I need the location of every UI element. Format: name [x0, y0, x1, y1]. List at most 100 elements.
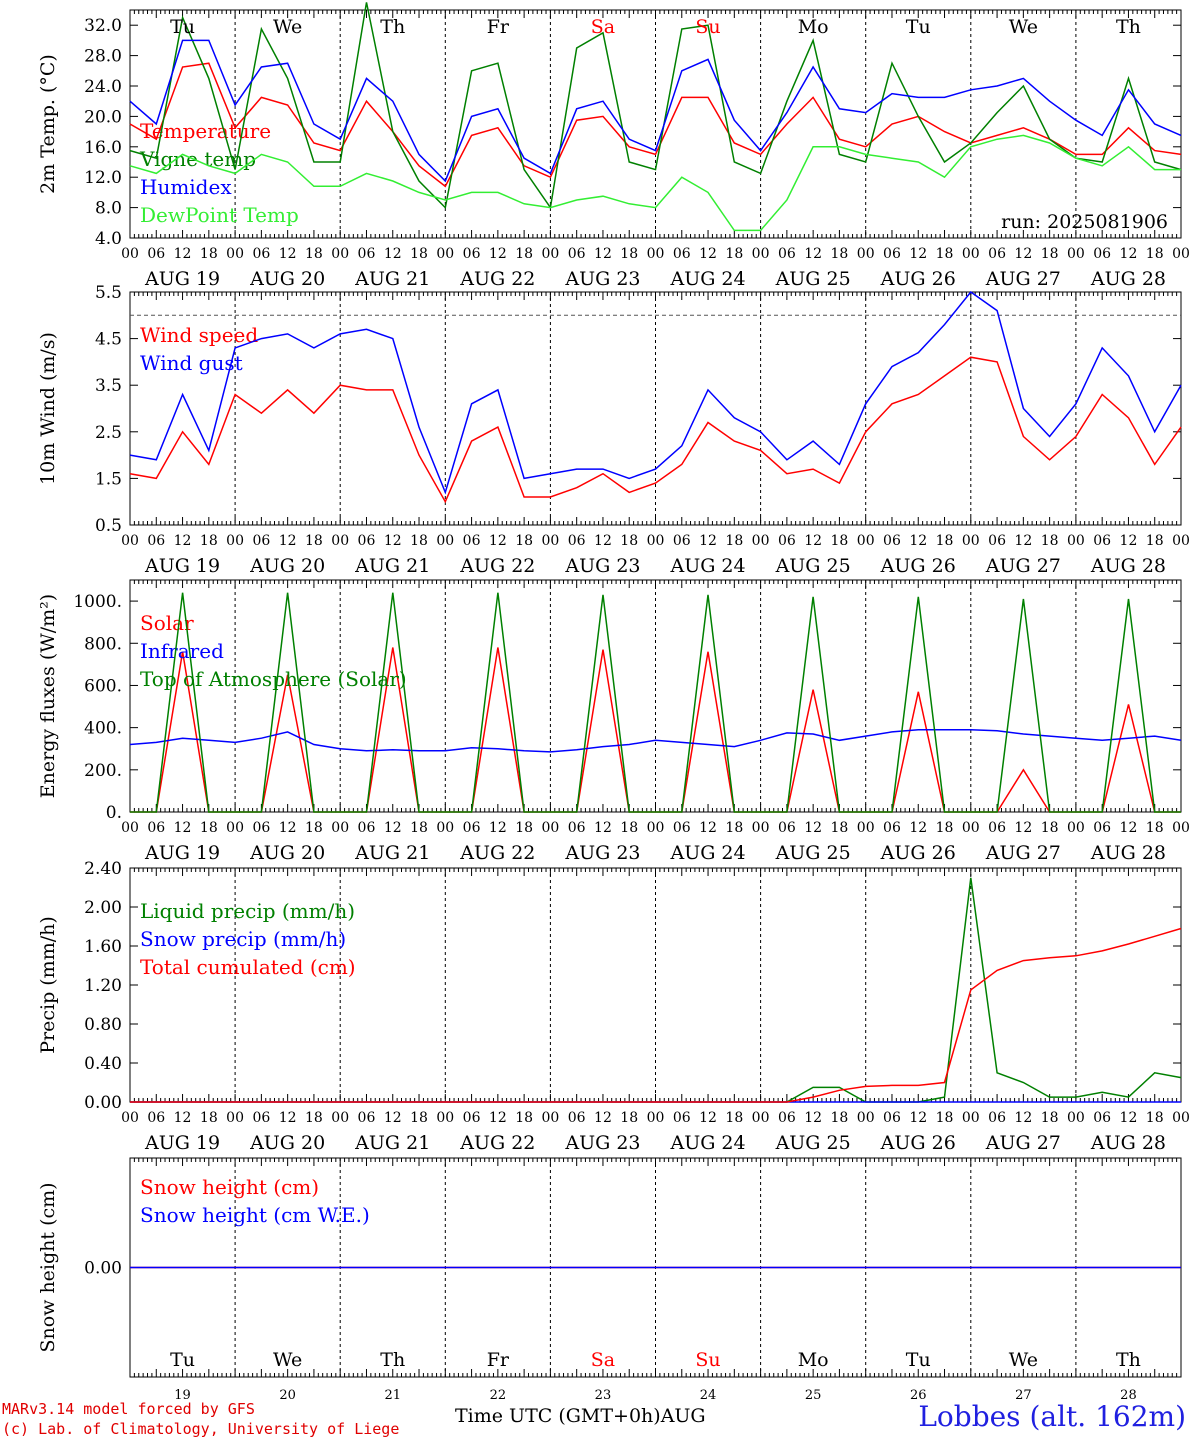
hour-label: 00: [436, 246, 454, 262]
series-line-wind-speed: [129, 356, 1182, 504]
y-tick-label: 32.0: [84, 16, 122, 36]
hour-label: 00: [541, 533, 559, 549]
hour-label: 06: [568, 533, 586, 549]
x-axis-title: Time UTC (GMT+0h)AUG: [455, 1405, 706, 1427]
hour-label: 00: [1067, 1110, 1085, 1126]
day-number: 20: [279, 1388, 296, 1400]
hour-label: 00: [1172, 246, 1190, 262]
day-name: Fr: [487, 16, 510, 38]
hour-label: 06: [988, 246, 1006, 262]
hour-label: 06: [883, 246, 901, 262]
hour-label: 06: [778, 1110, 796, 1126]
hour-label: 12: [909, 246, 927, 262]
hour-label: 18: [1041, 1110, 1059, 1126]
hour-label: 18: [1146, 1110, 1164, 1126]
day-name: Mo: [798, 16, 829, 38]
y-tick-label: 0.00: [84, 1259, 122, 1279]
hour-label: 00: [1067, 820, 1085, 836]
hour-label: 06: [463, 533, 481, 549]
station-name: Lobbes (alt. 162m): [918, 1400, 1186, 1433]
hour-label: 06: [673, 246, 691, 262]
hour-label: 12: [384, 533, 402, 549]
hour-label: 18: [725, 820, 743, 836]
series-line-dewpoint-temp: [129, 134, 1181, 232]
day-name: Th: [1116, 1349, 1141, 1371]
date-label: AUG 26: [880, 842, 956, 864]
day-name: Th: [1116, 16, 1141, 38]
hour-label: 18: [1146, 246, 1164, 262]
legend-wind-speed: Wind speed: [140, 323, 258, 347]
panel-5: 0.00 Snow height (cm) Snow height (cm) Snow…: [37, 1157, 1182, 1400]
date-label: AUG 27: [985, 268, 1061, 290]
hour-label: 00: [541, 820, 559, 836]
day-number: 27: [1015, 1388, 1032, 1400]
hour-label: 12: [699, 246, 717, 262]
day-name: Mo: [798, 1349, 829, 1371]
hour-label: 00: [331, 1110, 349, 1126]
hour-label: 12: [489, 246, 507, 262]
hour-label: 12: [1120, 1110, 1138, 1126]
hour-label: 00: [541, 1110, 559, 1126]
hour-label: 06: [883, 533, 901, 549]
date-label: AUG 27: [985, 555, 1061, 577]
hour-label: 06: [1093, 1110, 1111, 1126]
hour-label: 18: [515, 533, 533, 549]
date-label: AUG 28: [1090, 1132, 1166, 1154]
panel-1: 4.0 8.0 12.0 16.0 20.0 24.0 28.0 32.0 2m Temp. (…: [37, 2, 1190, 290]
date-label: AUG 26: [880, 555, 956, 577]
hour-label: 06: [988, 533, 1006, 549]
hour-label: 00: [752, 820, 770, 836]
lab-credit: (c) Lab. of Climatology, University of L…: [2, 1420, 400, 1438]
hour-label: 00: [752, 533, 770, 549]
hour-label: 18: [831, 533, 849, 549]
y-tick-label: 8.0: [95, 199, 122, 219]
hour-label: 12: [279, 1110, 297, 1126]
series-line-wind-gust: [129, 290, 1182, 495]
hour-label: 06: [252, 1110, 270, 1126]
hour-label: 18: [936, 246, 954, 262]
hour-label: 06: [673, 820, 691, 836]
date-label: AUG 22: [459, 555, 535, 577]
hour-label: 00: [962, 1110, 980, 1126]
y-tick-label: 20.0: [84, 107, 122, 127]
hour-label: 06: [147, 246, 165, 262]
panel-4: 0.00 0.40 0.80 1.20 1.60 2.00 2.40 Precip (mm/h…: [37, 859, 1190, 1154]
x-axis-title-text: Time UTC (GMT+0h): [455, 1405, 661, 1427]
date-label: AUG 19: [144, 555, 220, 577]
hour-label: 12: [174, 246, 192, 262]
day-number: 25: [805, 1388, 822, 1400]
y-tick-label: 5.5: [95, 283, 122, 303]
hour-label: 06: [252, 820, 270, 836]
hour-label: 12: [804, 820, 822, 836]
date-label: AUG 19: [144, 268, 220, 290]
hour-label: 00: [226, 820, 244, 836]
hour-label: 00: [121, 820, 139, 836]
y-tick-label: 3.5: [95, 376, 122, 396]
day-name: Sa: [591, 16, 615, 38]
y-tick-label: 0.80: [84, 1015, 122, 1035]
hour-label: 00: [121, 533, 139, 549]
hour-label: 12: [1120, 246, 1138, 262]
hour-label: 00: [857, 533, 875, 549]
hour-label: 00: [1067, 533, 1085, 549]
date-label: AUG 21: [354, 1132, 430, 1154]
hour-label: 00: [857, 246, 875, 262]
legend-snow-precip-mm-h-: Snow precip (mm/h): [140, 927, 346, 951]
y-tick-label: 600.: [84, 676, 122, 696]
hour-label: 18: [620, 533, 638, 549]
y-tick-label: 16.0: [84, 138, 122, 158]
legend-wind-gust: Wind gust: [140, 351, 243, 375]
y-tick-label: 1000.: [73, 592, 122, 612]
hour-label: 18: [725, 246, 743, 262]
hour-label: 18: [305, 533, 323, 549]
day-number: 19: [174, 1388, 191, 1400]
hour-label: 12: [384, 246, 402, 262]
day-name: We: [1009, 1349, 1038, 1371]
date-label: AUG 20: [249, 1132, 325, 1154]
date-label: AUG 23: [564, 1132, 640, 1154]
day-name: Fr: [487, 1349, 510, 1371]
series-line-temperature: [129, 62, 1182, 188]
series-line-top-of-atmosphere-solar-: [130, 592, 1181, 813]
hour-label: 00: [857, 1110, 875, 1126]
hour-label: 00: [962, 820, 980, 836]
